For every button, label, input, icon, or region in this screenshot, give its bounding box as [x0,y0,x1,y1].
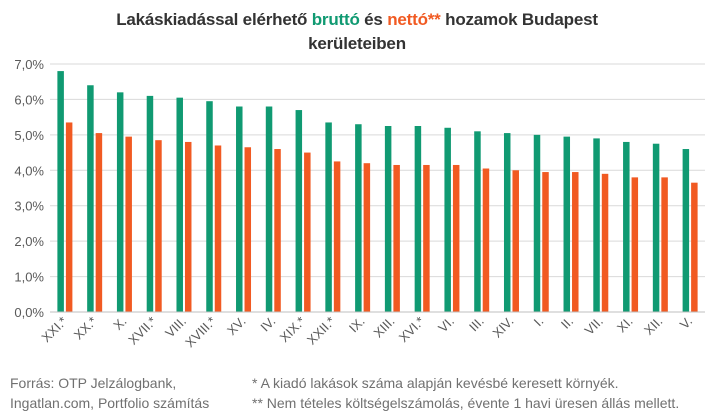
bar-brutto [265,106,273,312]
bar-brutto [57,71,64,312]
title-part-3: és [359,10,388,29]
bar-brutto [593,138,600,312]
bar-brutto [295,110,303,312]
source-line-1: Forrás: OTP Jelzálogbank, [10,375,177,391]
x-tick-label: X. [110,314,129,333]
bar-netto [184,141,192,312]
bar-netto [572,172,579,312]
y-tick-label: 6,0% [14,92,44,107]
bar-netto [631,177,639,312]
bar-netto [512,170,519,312]
source-line-2: Ingatlan.com, Portfolio számítás [10,395,210,411]
bar-netto [333,161,341,312]
title-double-asterisk: ** [427,10,441,29]
bar-brutto [563,136,571,312]
y-axis: 0,0% 1,0% 2,0% 3,0% 4,0% 5,0% 6,0% 7,0% [14,57,44,320]
y-tick-label: 4,0% [14,163,44,178]
x-tick-label: XXII.* [304,314,338,348]
bar-brutto [176,97,183,313]
y-tick-label: 2,0% [14,234,44,249]
bar-brutto [236,106,243,312]
footnote-2: ** Nem tételes költségelszámolás, évente… [252,395,680,411]
title-netto: nettó [387,10,428,29]
title-brutto: bruttó [311,10,360,29]
bar-brutto [384,126,392,312]
bar-netto [95,133,103,312]
bar-netto [125,136,132,312]
bar-netto [452,164,460,312]
bar-brutto [623,141,630,312]
x-tick-label: VII. [582,314,606,338]
bar-brutto [325,122,332,312]
bar-netto [244,147,252,312]
bar-netto [423,164,430,312]
x-tick-label: XII. [641,314,665,338]
bar-netto [363,163,371,312]
bar-brutto [146,95,154,312]
x-tick-label: IV. [257,314,278,335]
x-tick-label: XVIII.* [182,314,219,351]
y-tick-label: 5,0% [14,128,44,143]
bar-netto [393,164,400,312]
footnotes: * A kiadó lakások száma alapján kevésbé … [252,373,679,413]
x-tick-label: XIX.* [277,314,309,346]
x-tick-label: III. [466,314,487,335]
bar-netto [304,152,311,312]
chart-title: Lakáskiadással elérhető bruttó és nettó*… [0,8,714,56]
bar-brutto [444,127,451,313]
bar-brutto [682,149,690,312]
bar-brutto [206,101,213,312]
bar-brutto [503,133,511,312]
x-tick-label: IX. [346,314,368,336]
bar-netto [155,140,162,312]
y-tick-label: 3,0% [14,199,44,214]
x-tick-label: I. [531,314,547,330]
bar-netto [542,172,549,312]
y-tick-label: 7,0% [14,57,44,72]
y-tick-label: 1,0% [14,270,44,285]
title-part-6: hozamok Budapest [440,10,598,29]
bar-brutto [533,134,541,312]
bar-netto [482,168,490,312]
x-tick-label: XVI.* [396,314,428,346]
title-part-1: Lakáskiadással elérhető [116,10,312,29]
y-tick-label: 0,0% [14,305,44,320]
bar-brutto [116,92,124,312]
x-tick-label: V. [677,314,695,332]
x-tick-label: II. [558,314,576,332]
footnote-1: * A kiadó lakások száma alapján kevésbé … [252,375,619,391]
bar-netto [601,173,609,312]
x-axis: XXI.* XX.* X.XVII.* VIII.XVIII.* XV. IV.XIX.*… [38,311,705,351]
x-tick-label: XV. [224,314,249,339]
x-tick-label: XIII. [371,314,398,341]
chart-title-line-1: Lakáskiadással elérhető bruttó és nettó*… [0,8,714,32]
x-tick-label: VI. [435,314,457,336]
bars [57,71,698,313]
source-note: Forrás: OTP Jelzálogbank, Ingatlan.com, … [10,373,209,413]
bar-netto [65,122,73,312]
bar-netto [691,182,698,312]
bar-brutto [652,143,660,312]
bar-brutto [474,131,481,312]
bar-brutto [355,124,362,312]
x-tick-label: XIV. [489,314,516,341]
bar-brutto [414,126,422,312]
chart-title-line-2: kerületeiben [308,34,406,53]
x-tick-label: XI. [614,314,636,336]
x-tick-label: XX.* [71,314,100,343]
x-tick-label: XVII.* [125,314,159,348]
bar-netto [661,177,668,312]
bar-netto [214,145,222,312]
bar-brutto [87,85,94,312]
bar-netto [274,149,281,312]
